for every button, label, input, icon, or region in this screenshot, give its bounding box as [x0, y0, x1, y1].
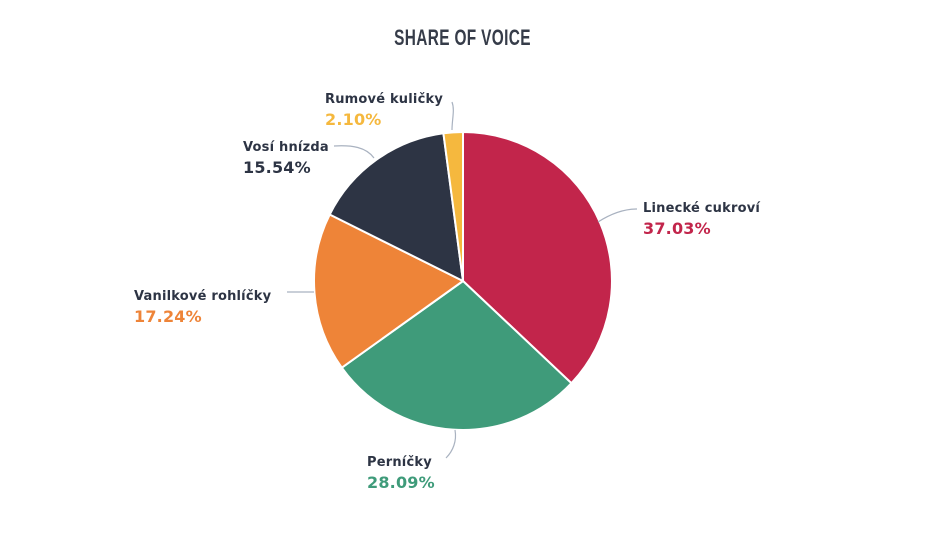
- slice-percent: 15.54%: [243, 158, 311, 177]
- slice-name: Vosí hnízda: [243, 140, 329, 155]
- slice-percent: 17.24%: [134, 307, 202, 326]
- leader-line-4: [451, 101, 454, 131]
- slice-percent: 37.03%: [643, 219, 711, 238]
- slice-percent: 2.10%: [325, 110, 382, 129]
- slice-name: Linecké cukroví: [643, 201, 761, 216]
- label-vosi-hnizda: Vosí hnízda 15.54%: [243, 139, 329, 178]
- leader-line-0: [597, 208, 638, 223]
- slice-name: Rumové kuličky: [325, 92, 443, 107]
- label-pernicky: Perníčky 28.09%: [367, 454, 435, 493]
- pie-slice-1: [340, 280, 573, 431]
- leader-lines: [287, 101, 638, 459]
- chart-title: SHARE OF VOICE: [394, 25, 531, 50]
- slice-name: Perníčky: [367, 455, 432, 470]
- pie-slice-2: [313, 213, 464, 369]
- label-vanilkove-rohlicky: Vanilkové rohlíčky 17.24%: [134, 288, 271, 327]
- label-rumove-kulicky: Rumové kuličky 2.10%: [325, 91, 443, 130]
- pie-slices: [313, 131, 613, 431]
- pie-slice-3: [328, 132, 464, 282]
- slice-name: Vanilkové rohlíčky: [134, 289, 272, 304]
- pie-slice-4: [442, 131, 464, 282]
- pie-slice-0: [462, 131, 613, 385]
- slice-percent: 28.09%: [367, 473, 435, 492]
- label-linecke-cukrovi: Linecké cukroví 37.03%: [643, 200, 760, 239]
- leader-line-3: [333, 145, 375, 159]
- leader-line-1: [445, 429, 457, 459]
